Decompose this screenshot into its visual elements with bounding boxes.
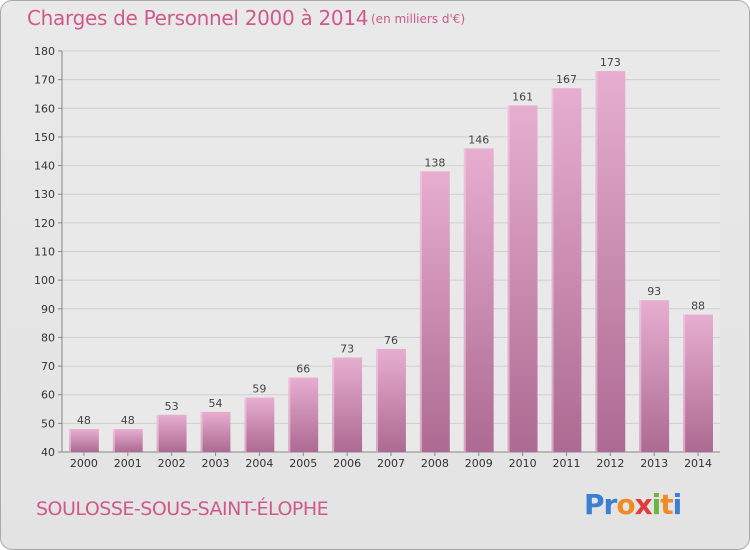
bar-highlight [683,314,686,452]
x-tick-label-2007: 2007 [377,457,405,470]
y-tick-label: 100 [34,274,55,287]
y-tick-label: 50 [41,417,55,430]
bar-highlight [507,105,510,453]
bar-highlight [551,88,554,452]
bars [69,71,713,453]
value-label-2002: 53 [165,400,179,413]
bar-2001 [112,429,143,452]
value-label-2007: 76 [384,334,398,347]
x-tick-label-2009: 2009 [465,457,493,470]
y-tick-label: 80 [41,331,55,344]
bar-highlight [595,71,598,453]
y-tick-label: 40 [41,446,55,459]
bar-2009 [463,148,494,452]
x-tick-label-2014: 2014 [684,457,712,470]
commune-name: SOULOSSE-SOUS-SAINT-ÉLOPHE [36,498,329,520]
value-label-2008: 138 [424,156,445,169]
x-tick-label-2012: 2012 [596,457,624,470]
x-tick-label-2010: 2010 [509,457,537,470]
bar-2004 [244,397,275,452]
value-label-2009: 146 [468,133,489,146]
bar-highlight [376,348,379,452]
bar-2003 [200,411,231,452]
labels: 40 50 60 70 80 90 100 110 120 130 140 150 160 170 180 4… [34,45,712,470]
chart-title: Charges de Personnel 2000 à 2014 [27,6,369,30]
value-label-2013: 93 [647,285,661,298]
bar-2000 [69,429,99,452]
bar-highlight [639,300,642,452]
bar-2010 [507,105,538,453]
x-tick-label-2011: 2011 [552,457,580,470]
bar-highlight [200,411,203,452]
x-tick-label-2008: 2008 [421,457,449,470]
bar-2008 [419,171,450,453]
value-label-2006: 73 [340,342,354,355]
x-tick-label-2004: 2004 [245,457,273,470]
value-label-2000: 48 [77,414,91,427]
x-tick-label-2001: 2001 [114,457,142,470]
value-label-2001: 48 [121,414,135,427]
y-tick-label: 150 [34,131,55,144]
y-tick-label: 130 [34,188,55,201]
x-tick-label-2003: 2003 [202,457,230,470]
value-label-2011: 167 [556,73,577,86]
y-tick-label: 170 [34,74,55,87]
bar-highlight [463,148,466,452]
y-tick-label: 90 [41,303,55,316]
value-label-2010: 161 [512,90,533,103]
bar-highlight [288,377,291,452]
proxiti-logo: Proxiti [584,488,682,521]
x-tick-label-2002: 2002 [158,457,186,470]
y-tick-label: 180 [34,45,55,58]
value-label-2004: 59 [252,383,266,396]
value-label-2014: 88 [691,300,705,313]
bar-2013 [639,300,670,452]
bar-highlight [244,397,247,452]
y-tick-label: 70 [41,360,55,373]
chart-unit: (en milliers d'€) [371,12,466,26]
y-tick-label: 60 [41,389,55,402]
bar-2012 [595,71,626,453]
bar-highlight [332,357,335,452]
x-tick-label-2006: 2006 [333,457,361,470]
bar-2005 [288,377,319,452]
x-tick-label-2013: 2013 [640,457,668,470]
bar-highlight [112,429,115,452]
x-tick-label-2005: 2005 [289,457,317,470]
y-tick-label: 160 [34,102,55,115]
bar-2006 [332,357,363,452]
bar-2002 [156,414,187,452]
bar-2014 [683,314,713,452]
bar-2007 [376,348,406,452]
bar-2011 [551,88,582,452]
bar-highlight [69,429,72,452]
value-label-2003: 54 [209,397,223,410]
y-tick-label: 110 [34,246,55,259]
value-label-2005: 66 [296,363,310,376]
bar-highlight [419,171,422,453]
y-tick-label: 140 [34,160,55,173]
bar-highlight [156,414,159,452]
x-tick-label-2000: 2000 [70,457,98,470]
value-label-2012: 173 [600,56,621,69]
y-tick-label: 120 [34,217,55,230]
